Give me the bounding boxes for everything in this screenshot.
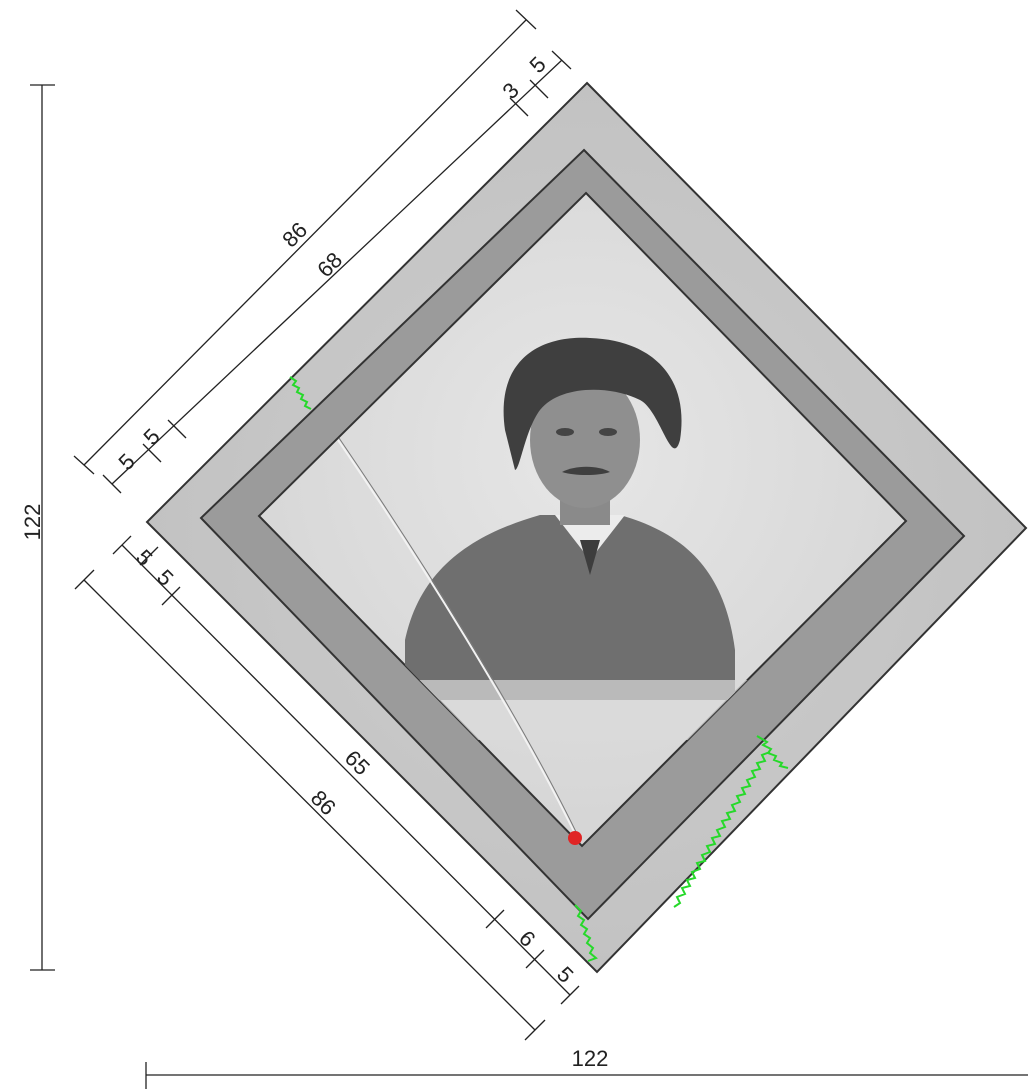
label-bottom-edge-inner: 65 bbox=[340, 745, 375, 780]
dimension-total-height: 122 bbox=[20, 84, 55, 971]
damage-mark-top-left bbox=[289, 376, 312, 410]
red-spot bbox=[568, 831, 582, 845]
damage-mark-bottom-corner bbox=[574, 904, 598, 962]
label-bottom-right-margin-b: 5 bbox=[552, 962, 578, 988]
label-total-width: 122 bbox=[572, 1046, 609, 1071]
label-total-height: 122 bbox=[20, 504, 45, 541]
label-top-edge-inner: 68 bbox=[312, 247, 347, 282]
damage-mark-bottom-right bbox=[673, 735, 789, 908]
label-top-edge-outer: 86 bbox=[277, 217, 312, 252]
label-bottom-left-margin-b: 5 bbox=[152, 565, 178, 591]
crack-line bbox=[337, 439, 579, 841]
label-bottom-edge-outer: 86 bbox=[306, 785, 341, 820]
label-bottom-right-margin-a: 6 bbox=[514, 926, 540, 952]
dimension-total-width: 122 bbox=[145, 1046, 1028, 1089]
label-top-left-margin-b: 5 bbox=[139, 424, 165, 450]
